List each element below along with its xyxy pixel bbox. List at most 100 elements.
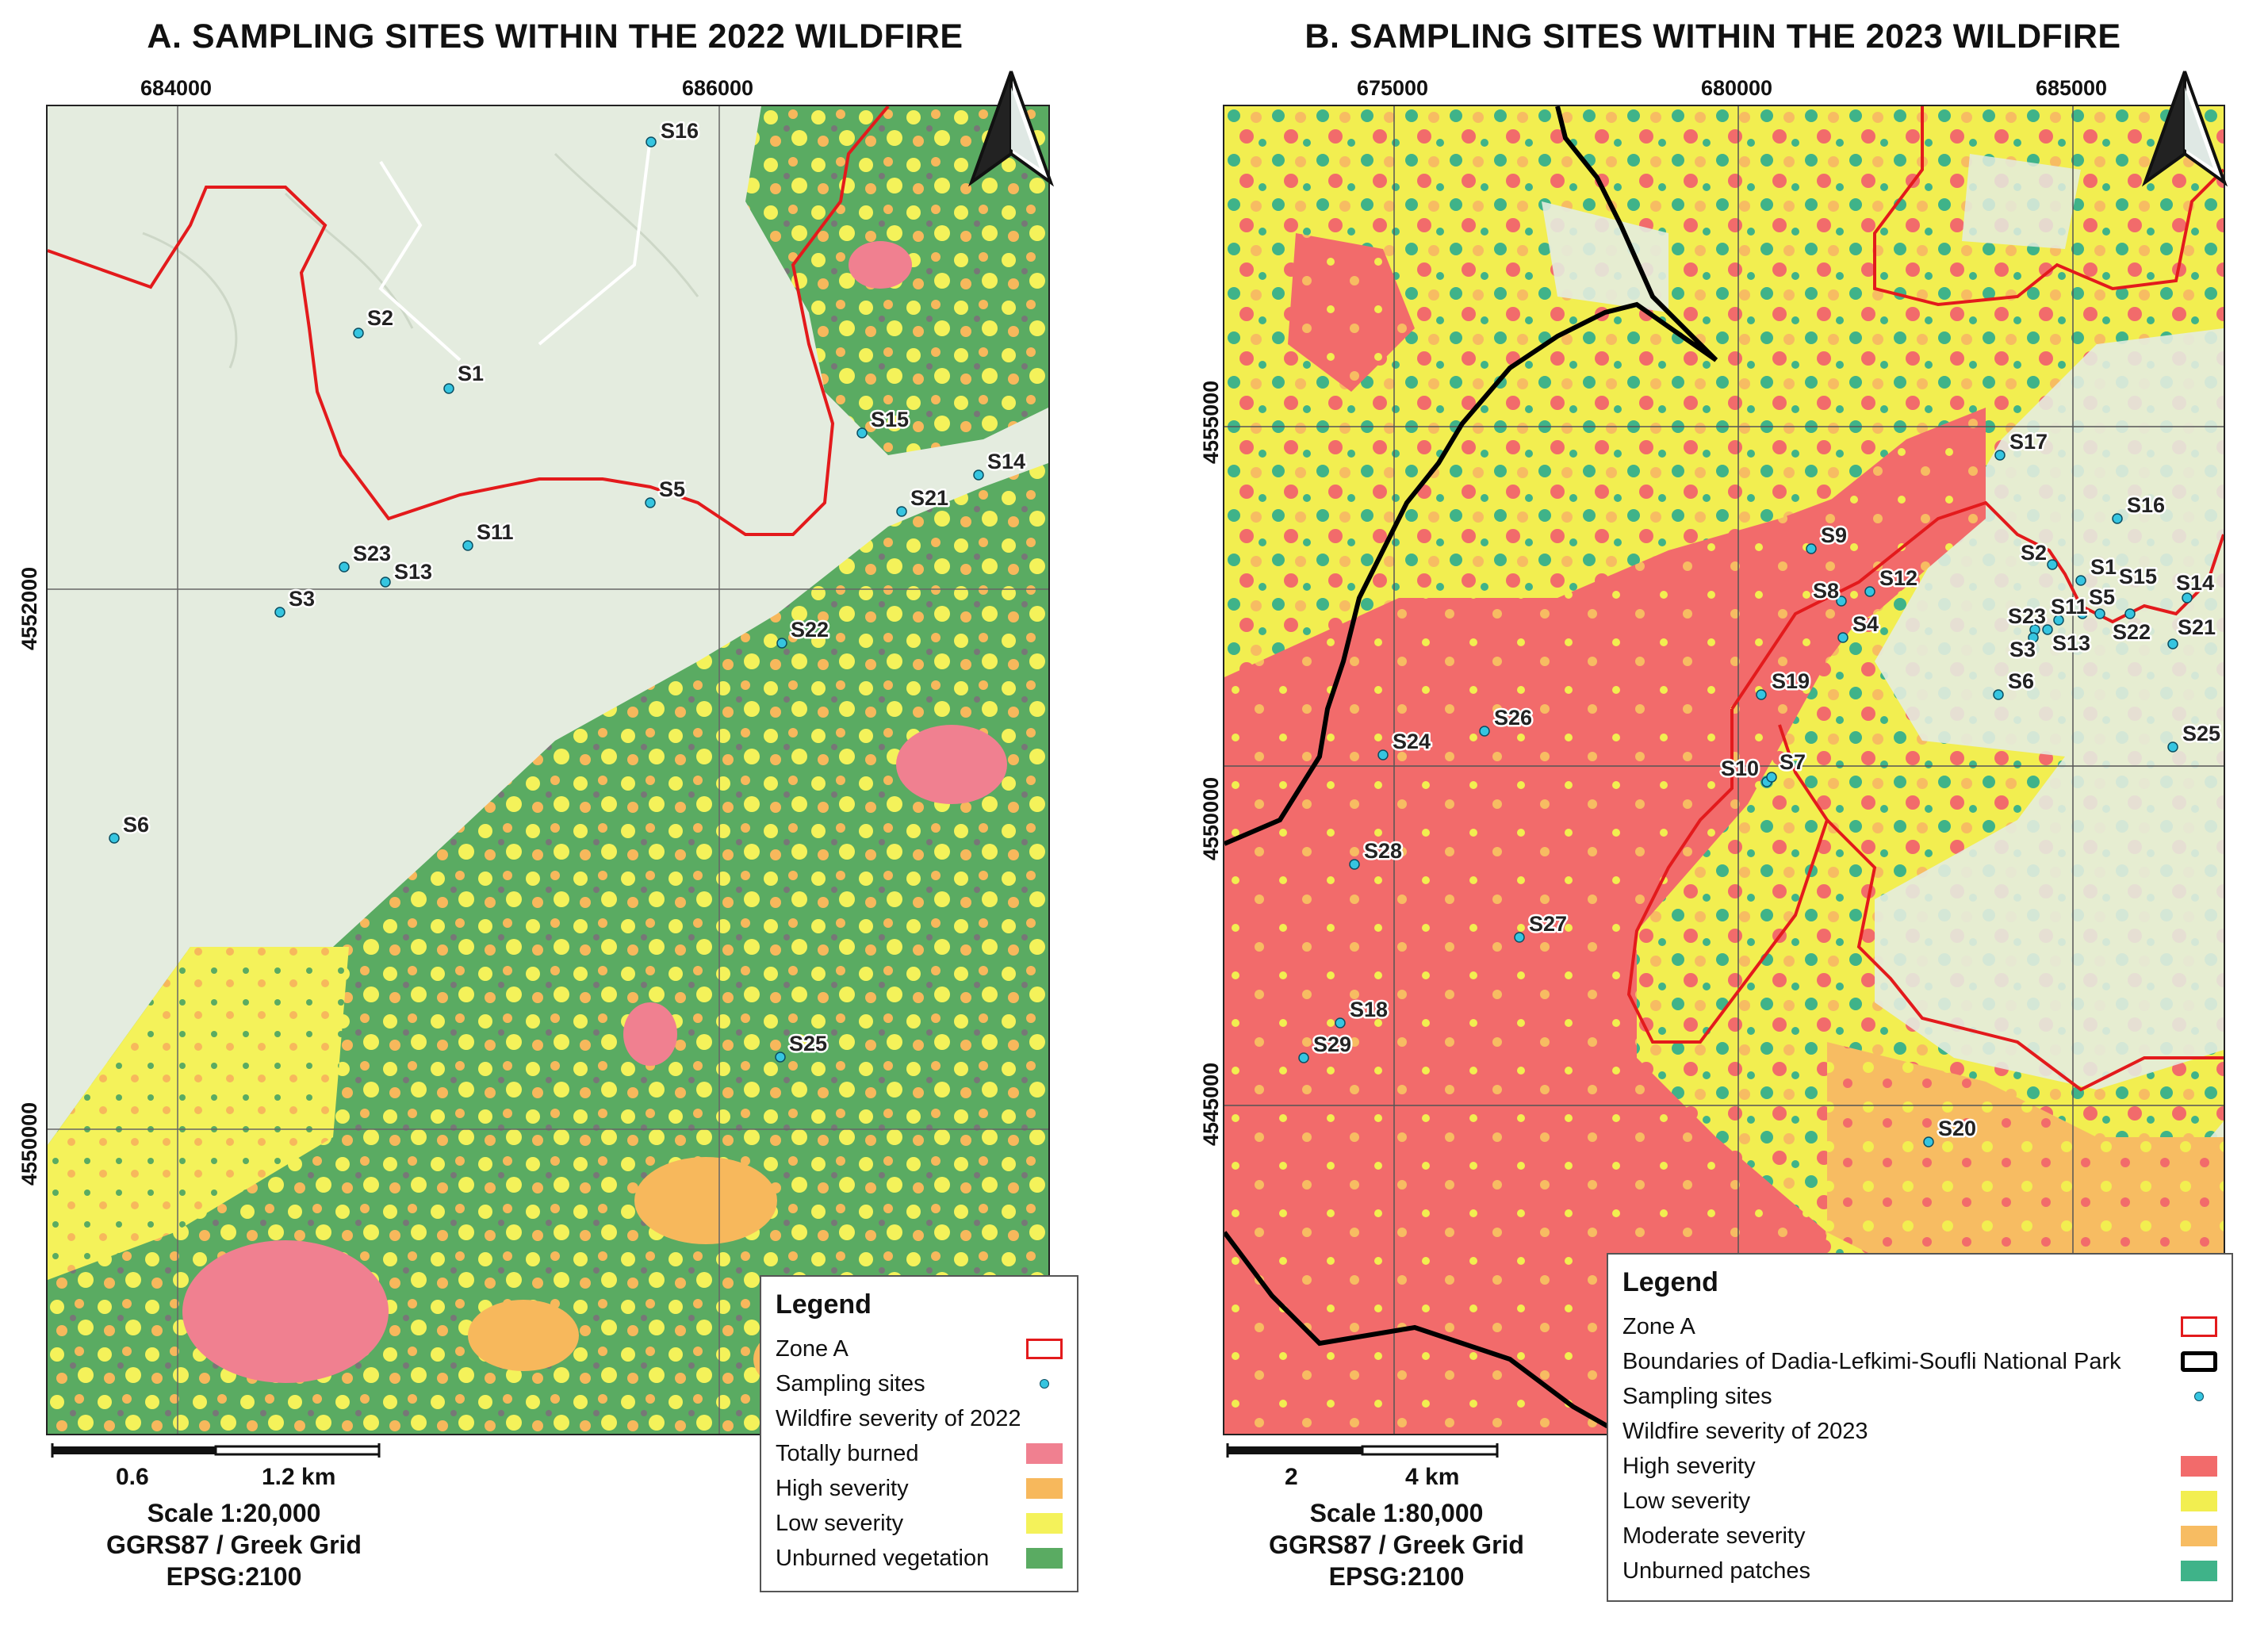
moderate-severity-swatch [2181,1526,2217,1546]
legend-title: Legend [1622,1267,1718,1297]
legend-row-class: Unburned patches [1622,1553,2217,1588]
legend-label: High severity [1622,1454,1756,1479]
sampling-sites-b: S17 S16 S2 S1 S15 S14 S9 S12 S8 S23 [1298,428,2223,1147]
site-label: S19 [1772,669,1810,693]
legend-2023: Legend Zone A Boundaries of Dadia-Lefkim… [1607,1253,2233,1602]
site-label: S9 [1821,523,1847,547]
scale-label: 4 km [1405,1464,1460,1490]
panel-b-y-tick: 4555000 [1199,380,1223,464]
map-panel-2022: A. SAMPLING SITES WITHIN THE 2022 WILDFI… [0,0,1110,1632]
map-panel-2023: B. SAMPLING SITES WITHIN THE 2023 WILDFI… [1158,0,2268,1632]
zone-swatch [2181,1316,2217,1337]
panel-b-title: B. SAMPLING SITES WITHIN THE 2023 WILDFI… [1304,17,2121,56]
legend-row-park: Boundaries of Dadia-Lefkimi-Soufli Natio… [1622,1344,2217,1379]
legend-row-class: Unburned vegetation [776,1541,1063,1576]
high-severity-swatch [1026,1478,1063,1499]
site-label: S10 [1721,757,1759,780]
panel-a-map-svg: S16 S2 S1 S15 S14 S5 S21 S11 S23 S13 [48,106,1048,1434]
zone-a-boundary [48,106,890,536]
site-label: S26 [1494,706,1532,730]
national-park-boundary [1224,1231,1622,1434]
legend-label: Sampling sites [776,1371,925,1396]
legend-label: Unburned vegetation [776,1546,990,1571]
legend-row-class: High severity [1622,1449,2217,1484]
north-arrow-icon [2141,71,2228,187]
national-park-boundary [1224,106,1718,846]
site-label: S15 [871,408,909,431]
site-label: S13 [2052,631,2090,655]
legend-row-class: Moderate severity [1622,1519,2217,1553]
panel-b-y-tick: 4550000 [1199,776,1223,860]
legend-title: Legend [776,1289,872,1320]
site-label: S14 [987,450,1025,473]
site-label: S13 [394,560,432,584]
site-label: S25 [2182,722,2220,745]
low-severity-swatch [1026,1513,1063,1534]
unburned-vegetation-swatch [1026,1548,1063,1569]
park-swatch [2181,1351,2217,1372]
site-label: S6 [123,813,149,837]
scale-label: 2 [1285,1464,1298,1490]
legend-severity-heading: Wildfire severity of 2022 [776,1406,1021,1431]
site-label: S18 [1350,998,1388,1021]
site-label: S7 [1780,750,1806,774]
site-label: S2 [2021,541,2047,565]
zone-a-boundary [1826,818,2224,1092]
site-label: S15 [2119,565,2157,588]
site-dot-icon [1040,1379,1049,1389]
legend-label: Sampling sites [1622,1384,1772,1409]
epsg-code: EPSG:2100 [166,1562,302,1591]
panel-b-x-tick: 680000 [1700,76,1773,100]
site-label: S28 [1364,839,1402,863]
panel-b-map-svg: S17 S16 S2 S1 S15 S14 S9 S12 S8 S23 [1224,106,2224,1434]
legend-label: Low severity [776,1511,904,1536]
site-label: S21 [2178,615,2216,639]
crs-name: GGRS87 / Greek Grid [1269,1530,1524,1559]
zone-swatch [1026,1339,1063,1359]
site-label: S3 [289,587,315,611]
site-label: S1 [458,362,484,385]
legend-row-zone: Zone A [776,1331,1063,1366]
scale-bar-b [1226,1443,1499,1458]
scale-label: 0.6 [116,1464,149,1490]
panel-a-y-tick: 4550000 [17,1101,41,1186]
high-severity-swatch [2181,1456,2217,1477]
legend-severity-heading: Wildfire severity of 2023 [1622,1419,1868,1444]
scale-ratio: Scale 1:80,000 [1309,1499,1484,1527]
legend-2022: Legend Zone A Sampling sites Wildfire se… [760,1275,1078,1592]
site-label: S1 [2090,555,2117,579]
legend-row-class: High severity [776,1471,1063,1506]
site-label: S4 [1852,612,1879,636]
site-label: S27 [1529,912,1567,936]
legend-label: Totally burned [776,1441,919,1466]
unburned-patches-swatch [2181,1561,2217,1581]
scale-ratio: Scale 1:20,000 [147,1499,321,1527]
panel-a-title: A. SAMPLING SITES WITHIN THE 2022 WILDFI… [147,17,964,56]
legend-row-class: Low severity [776,1506,1063,1541]
site-label: S8 [1813,579,1839,603]
legend-label: High severity [776,1476,909,1501]
legend-label: Moderate severity [1622,1523,1806,1549]
legend-label: Unburned patches [1622,1558,1810,1584]
panel-b-x-tick: 675000 [1356,76,1429,100]
site-label: S11 [477,520,514,544]
site-dot-icon [2194,1392,2204,1401]
site-label: S14 [2176,571,2214,595]
legend-label: Boundaries of Dadia-Lefkimi-Soufli Natio… [1622,1349,2121,1374]
site-label: S5 [659,477,685,501]
legend-row-zone: Zone A [1622,1309,2217,1344]
scale-bar-a [51,1443,381,1458]
site-label: S21 [910,486,948,510]
panel-b-map-frame: S17 S16 S2 S1 S15 S14 S9 S12 S8 S23 [1223,105,2225,1435]
site-label: S22 [2113,620,2151,644]
site-label: S2 [367,306,393,330]
site-label: S6 [2008,669,2034,693]
site-label: S3 [2009,638,2036,661]
panel-a-map-frame: S16 S2 S1 S15 S14 S5 S21 S11 S23 S13 [46,105,1050,1435]
legend-row-class: Totally burned [776,1436,1063,1471]
site-label: S29 [1313,1032,1351,1056]
site-label: S24 [1393,730,1431,753]
legend-row-class: Low severity [1622,1484,2217,1519]
site-label: S16 [661,119,699,143]
panel-b-y-tick: 4545000 [1199,1062,1223,1146]
